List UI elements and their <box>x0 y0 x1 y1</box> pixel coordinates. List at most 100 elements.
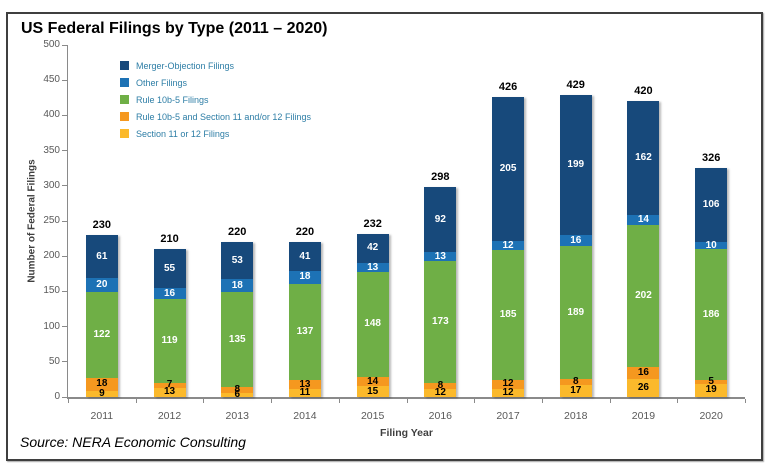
y-tick-mark <box>62 361 68 363</box>
x-category-label: 2018 <box>564 410 588 422</box>
bar-segment: 8 <box>424 381 457 390</box>
bar-segment: 10 <box>695 240 728 250</box>
x-category-label: 2013 <box>225 410 249 422</box>
legend-swatch-icon <box>120 61 129 70</box>
y-tick-label: 450 <box>43 74 60 86</box>
x-tick-mark <box>338 399 340 403</box>
x-tick-mark <box>541 399 543 403</box>
x-tick-mark <box>677 399 679 403</box>
bar-segment: 16 <box>559 235 592 247</box>
x-tick-mark <box>474 399 476 403</box>
y-tick-mark <box>62 79 68 81</box>
bar-segment: 18 <box>288 270 321 284</box>
x-category-label: 2016 <box>428 410 453 422</box>
bar-total-label: 420 <box>634 85 653 98</box>
chart-title: US Federal Filings by Type (2011 – 2020) <box>21 20 328 37</box>
bar-total-label: 232 <box>363 217 382 230</box>
y-tick-mark <box>62 185 68 187</box>
bar-segment: 13 <box>424 251 457 261</box>
bar-segment: 106 <box>695 167 728 243</box>
y-tick-label: 200 <box>43 250 60 262</box>
bar-segment: 16 <box>627 367 660 379</box>
x-category-label: 2011 <box>90 410 114 422</box>
y-tick-label: 300 <box>43 179 60 191</box>
bar-total-label: 230 <box>92 219 112 232</box>
legend-swatch-icon <box>120 129 129 138</box>
x-tick-mark <box>609 399 611 403</box>
y-tick-mark <box>62 220 68 222</box>
bar-segment: 189 <box>559 246 592 380</box>
chart-frame: US Federal Filings by Type (2011 – 2020)… <box>6 12 763 461</box>
legend-label: Section 11 or 12 Filings <box>136 128 230 139</box>
bar-segment: 7 <box>153 380 186 390</box>
bar-segment: 14 <box>356 376 389 387</box>
bar-segment: 8 <box>221 385 254 394</box>
bar-total-label: 326 <box>701 151 721 164</box>
bar-segment: 122 <box>85 292 118 378</box>
stacked-bar: 205 12 185 12 12 <box>492 97 525 398</box>
legend-swatch-icon <box>120 95 129 104</box>
bar-segment: 26 <box>627 378 660 397</box>
bar-segment: 173 <box>424 261 457 383</box>
bar-segment: 5 <box>695 377 728 386</box>
bar-segment: 12 <box>492 240 525 250</box>
source-note: Source: NERA Economic Consulting <box>20 434 246 450</box>
legend: Merger-Objection Filings Other Filings Rul… <box>120 57 311 142</box>
legend-label: Other Filings <box>136 77 188 88</box>
stacked-bar: 41 18 137 13 11 <box>288 242 321 397</box>
x-tick-mark <box>406 399 408 403</box>
stacked-bar: 42 13 148 14 15 <box>356 233 389 397</box>
x-category-label: 2020 <box>699 410 723 422</box>
y-tick-mark <box>62 326 68 328</box>
x-tick-mark <box>271 399 273 403</box>
legend-swatch-icon <box>120 112 129 121</box>
bar-total-label: 426 <box>498 81 518 94</box>
x-category-label: 2019 <box>631 410 656 422</box>
bar-segment: 6 <box>221 389 254 400</box>
x-tick-mark <box>745 399 746 403</box>
legend-item: Section 11 or 12 Filings <box>120 125 311 142</box>
legend-swatch-icon <box>120 78 129 87</box>
bar-segment: 12 <box>492 379 525 389</box>
legend-label: Merger-Objection Filings <box>136 60 235 71</box>
bar-segment: 12 <box>424 387 457 398</box>
y-tick-mark <box>62 396 68 398</box>
x-axis-label: Filing Year <box>380 427 433 439</box>
bar-segment: 202 <box>627 225 660 368</box>
x-tick-mark <box>203 399 205 403</box>
y-tick-label: 350 <box>43 144 60 156</box>
bar-segment: 18 <box>221 279 254 293</box>
y-tick-mark <box>62 150 68 152</box>
x-category-label: 2012 <box>157 410 182 422</box>
bar-segment: 186 <box>695 249 728 381</box>
bar-segment: 162 <box>627 101 660 216</box>
bar-segment: 17 <box>559 385 592 397</box>
bar-segment: 137 <box>288 283 321 381</box>
y-tick-label: 0 <box>54 391 60 402</box>
bar-segment: 53 <box>221 242 254 280</box>
x-category-label: 2014 <box>293 410 317 422</box>
y-tick-mark <box>62 114 68 116</box>
stacked-bar: 92 13 173 8 12 <box>424 187 457 398</box>
legend-item: Rule 10b-5 Filings <box>120 91 311 108</box>
bar-segment: 92 <box>424 187 457 252</box>
legend-label: Rule 10b-5 Filings <box>136 94 209 105</box>
y-tick-mark <box>62 290 68 292</box>
bar-segment: 8 <box>559 377 592 386</box>
y-tick-label: 100 <box>43 320 60 332</box>
bar-segment: 41 <box>288 242 321 271</box>
y-tick-label: 250 <box>43 215 60 226</box>
bar-segment: 12 <box>492 387 525 398</box>
bar-segment: 13 <box>288 379 321 389</box>
bar-segment: 199 <box>559 94 592 236</box>
bar-segment: 61 <box>85 235 118 279</box>
bar-segment: 55 <box>153 249 186 288</box>
legend-label: Rule 10b-5 and Section 11 and/or 12 Fili… <box>136 111 311 122</box>
bar-segment: 185 <box>492 249 525 381</box>
stacked-bar: 53 18 135 8 6 <box>221 242 254 400</box>
bar-total-label: 220 <box>228 226 247 239</box>
bar-segment: 19 <box>695 383 728 397</box>
x-tick-mark <box>135 399 137 403</box>
stacked-bar: 55 16 119 7 13 <box>153 249 186 397</box>
